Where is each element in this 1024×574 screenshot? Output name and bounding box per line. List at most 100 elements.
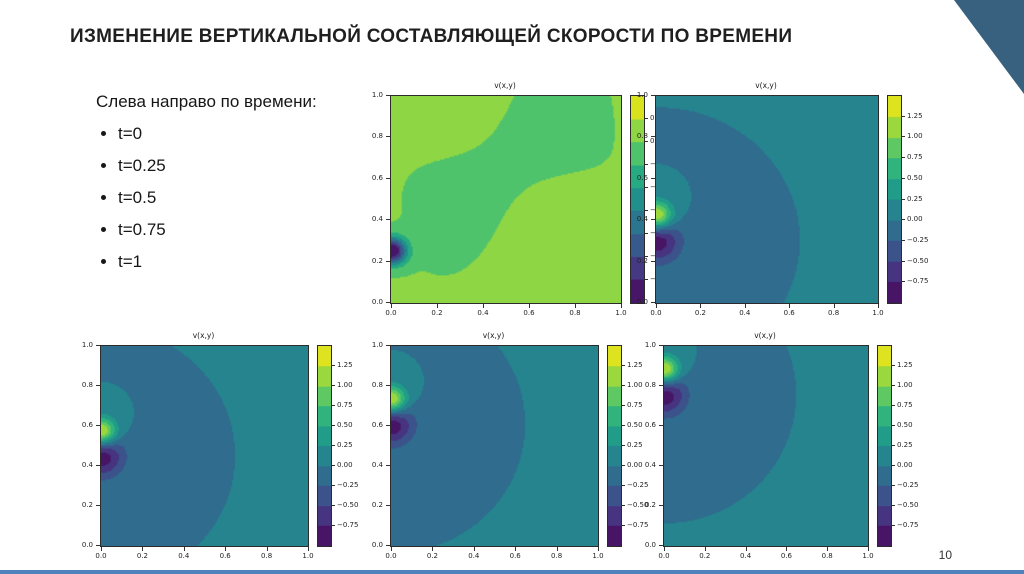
x-tick-label: 0.2 <box>136 552 148 560</box>
colorbar-tick-mark <box>645 233 648 234</box>
x-tick-mark <box>142 547 144 551</box>
y-tick-mark <box>96 545 100 546</box>
x-tick-label: 0.6 <box>219 552 231 560</box>
bullet-item: t=0.75 <box>118 220 317 240</box>
x-tick-label: 1.0 <box>592 552 604 560</box>
x-tick-label: 1.0 <box>615 309 627 317</box>
y-tick-label: 0.4 <box>371 215 383 224</box>
page-number: 10 <box>938 548 952 562</box>
colorbar-tick-mark <box>892 425 895 426</box>
y-tick-label: 0.6 <box>636 173 648 182</box>
x-tick-label: 0.2 <box>694 309 706 317</box>
x-tick-label: 0.6 <box>509 552 521 560</box>
y-tick-label: 0.4 <box>81 461 93 469</box>
colorbar-tick-label: −0.75 <box>897 521 919 529</box>
x-tick-mark <box>575 304 576 308</box>
x-tick-mark <box>308 547 309 551</box>
y-tick-mark <box>96 505 100 506</box>
y-tick-mark <box>386 219 390 221</box>
y-tick-mark <box>96 465 100 466</box>
y-tick-label: 0.8 <box>644 381 656 389</box>
plot-t1: v(x,y) 0.0 0.2 0.4 0.6 0.8 1.0 0.0 0.2 0.4 0.6 0.8 1… <box>635 329 955 571</box>
y-tick-mark <box>386 260 390 262</box>
colorbar-tick-mark <box>892 505 895 506</box>
x-tick-mark <box>432 547 434 551</box>
x-tick-mark <box>515 547 517 551</box>
colorbar-tick-label: 1.25 <box>627 361 643 369</box>
y-tick-mark <box>386 385 390 386</box>
colorbar-tick-mark <box>622 385 625 386</box>
colorbar-tick-mark <box>332 445 335 446</box>
x-tick-label: 0.4 <box>740 552 752 560</box>
colorbar-tick-mark <box>645 141 648 142</box>
y-tick-label: 1.0 <box>371 91 383 99</box>
bullet-items: t=0 t=0.25 t=0.5 t=0.75 t=1 <box>96 124 317 272</box>
colorbar-tick-mark <box>332 525 335 526</box>
colorbar-tick-mark <box>902 198 905 200</box>
x-tick-label: 1.0 <box>862 552 874 560</box>
y-tick-label: 0.0 <box>371 298 383 306</box>
y-tick-mark <box>386 545 390 546</box>
y-tick-mark <box>386 177 390 179</box>
y-tick-label: 0.2 <box>81 501 93 509</box>
y-tick-label: 0.6 <box>371 173 383 182</box>
y-tick-label: 0.2 <box>644 501 656 509</box>
x-tick-label: 0.8 <box>821 552 833 560</box>
y-tick-label: 0.6 <box>371 421 383 429</box>
x-tick-mark <box>745 547 747 551</box>
plot-title: v(x,y) <box>755 81 777 90</box>
colorbar-tick-mark <box>622 485 625 486</box>
y-tick-label: 0.0 <box>636 298 648 306</box>
y-tick-mark <box>659 465 663 466</box>
x-tick-label: 0.0 <box>650 309 662 317</box>
x-tick-mark <box>391 304 392 308</box>
colorbar-tick-mark <box>622 505 625 506</box>
colorbar-tick-mark <box>622 525 625 526</box>
x-tick-label: 0.0 <box>658 552 670 560</box>
x-tick-label: 1.0 <box>302 552 314 560</box>
y-tick-mark <box>659 345 663 346</box>
y-tick-label: 0.2 <box>636 256 648 265</box>
x-tick-mark <box>827 547 829 551</box>
x-tick-mark <box>786 547 788 551</box>
y-tick-mark <box>386 345 390 346</box>
x-tick-mark <box>744 304 746 308</box>
x-tick-mark <box>621 304 622 308</box>
colorbar-tick-label: 0.25 <box>627 441 643 449</box>
x-tick-label: 0.8 <box>569 309 581 317</box>
colorbar-tick-mark <box>645 164 648 165</box>
y-tick-mark <box>651 260 655 262</box>
colorbar-tick-mark <box>622 405 625 406</box>
x-tick-mark <box>473 547 475 551</box>
heatmap-canvas <box>100 345 309 547</box>
x-tick-label: 0.2 <box>431 309 443 317</box>
y-tick-label: 0.6 <box>644 421 656 429</box>
colorbar-tick-label: 1.00 <box>337 381 353 389</box>
heatmap-canvas <box>655 95 879 304</box>
y-tick-label: 1.0 <box>81 341 93 349</box>
colorbar-tick-mark <box>645 210 648 211</box>
colorbar-tick-mark <box>622 445 625 446</box>
colorbar-tick-label: −0.25 <box>907 235 929 244</box>
y-tick-mark <box>651 136 655 138</box>
y-tick-label: 0.2 <box>371 256 383 265</box>
colorbar <box>877 345 892 547</box>
y-tick-mark <box>386 425 390 426</box>
colorbar-tick-label: −0.50 <box>627 501 649 509</box>
y-tick-mark <box>386 95 390 96</box>
x-tick-mark <box>529 304 530 308</box>
x-tick-label: 0.6 <box>783 309 795 317</box>
x-tick-label: 0.2 <box>426 552 438 560</box>
colorbar-tick-label: 0.50 <box>897 421 913 429</box>
colorbar-tick-label: −0.75 <box>907 277 929 286</box>
x-tick-mark <box>437 304 438 308</box>
heatmap-canvas <box>663 345 869 547</box>
x-tick-label: 0.6 <box>523 309 535 317</box>
colorbar-tick-label: −0.25 <box>627 481 649 489</box>
colorbar-tick-mark <box>645 187 648 188</box>
x-tick-mark <box>225 547 227 551</box>
y-tick-mark <box>386 465 390 466</box>
colorbar-tick-mark <box>902 157 905 159</box>
colorbar-tick-label: 0.00 <box>907 215 923 224</box>
x-tick-mark <box>789 304 791 308</box>
